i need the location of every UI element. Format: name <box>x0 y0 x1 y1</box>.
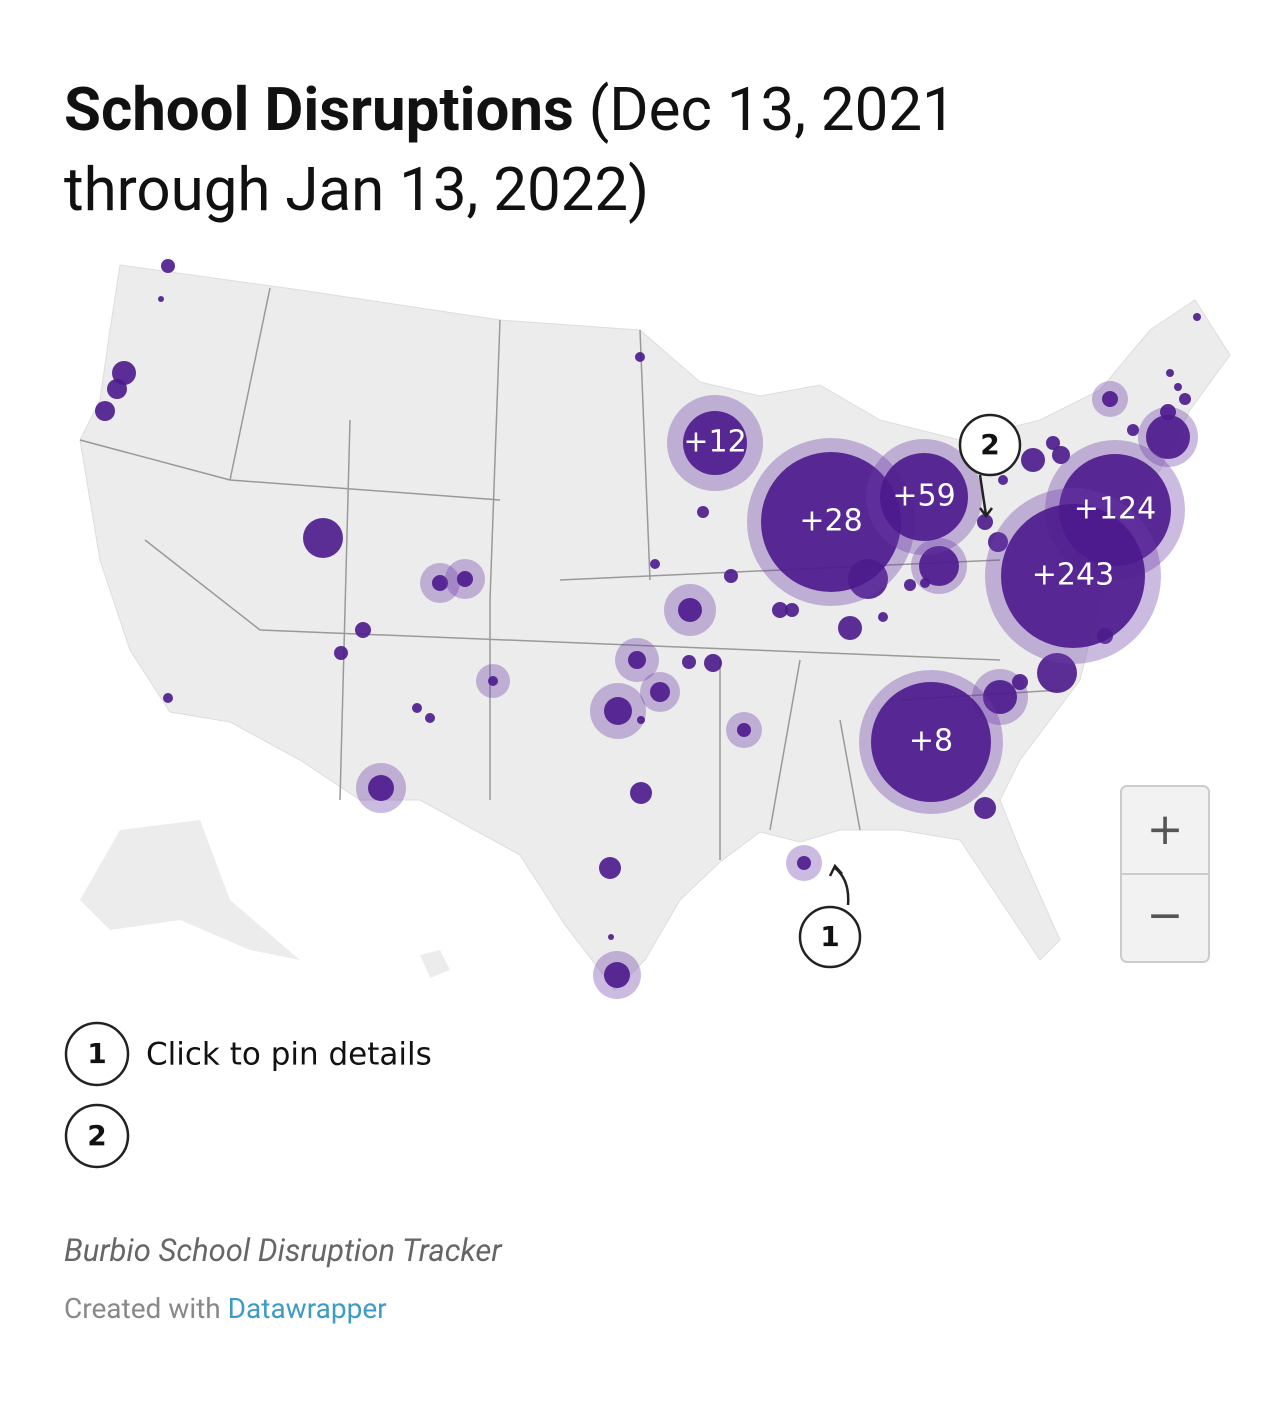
title-rest: (Dec 13, 2021 through Jan 13, 2022) <box>64 74 956 225</box>
school-dot[interactable] <box>628 651 646 669</box>
school-dot[interactable] <box>880 453 968 541</box>
school-dot[interactable] <box>334 646 348 660</box>
school-dot[interactable] <box>998 475 1008 485</box>
hawaii <box>420 950 450 978</box>
school-dot[interactable] <box>920 578 930 588</box>
school-dot[interactable] <box>977 514 993 530</box>
source: Burbio School Disruption Tracker <box>64 1232 502 1269</box>
markers-layer <box>95 259 1201 999</box>
school-dot[interactable] <box>412 703 422 713</box>
school-dot[interactable] <box>158 296 164 302</box>
school-dot[interactable] <box>1021 448 1045 472</box>
school-dot[interactable] <box>1146 415 1190 459</box>
school-dot[interactable] <box>1052 446 1070 464</box>
school-dot[interactable] <box>637 716 645 724</box>
zoom-control: + − <box>1120 785 1210 963</box>
school-dot[interactable] <box>604 697 632 725</box>
title-bold: School Disruptions <box>64 74 574 145</box>
zoom-in[interactable]: + <box>1147 804 1184 855</box>
school-dot[interactable] <box>303 518 343 558</box>
cluster-label[interactable]: +124 <box>1074 492 1156 527</box>
legend-number: 2 <box>87 1119 106 1152</box>
school-dot[interactable] <box>630 782 652 804</box>
school-dot[interactable] <box>772 602 788 618</box>
cluster-label[interactable]: +8 <box>909 724 953 759</box>
school-dot[interactable] <box>488 676 498 686</box>
credit-text: Created with <box>64 1292 221 1325</box>
credit: Created with Datawrapper <box>64 1292 387 1325</box>
us-outline <box>79 264 1231 991</box>
legend-number: 1 <box>87 1037 106 1070</box>
school-dot[interactable] <box>650 559 660 569</box>
school-dot[interactable] <box>678 598 702 622</box>
school-dot[interactable] <box>608 934 614 940</box>
school-dot[interactable] <box>919 546 959 586</box>
school-dot[interactable] <box>682 655 696 669</box>
school-dot[interactable] <box>1160 404 1176 420</box>
marker-arrow <box>978 474 993 519</box>
school-dot[interactable] <box>355 622 371 638</box>
school-dot[interactable] <box>1001 504 1145 648</box>
marker-number: 2 <box>980 428 999 461</box>
school-dot[interactable] <box>704 654 722 672</box>
legend-text: Click to pin details <box>146 1037 432 1073</box>
school-dot[interactable] <box>1127 424 1139 436</box>
cluster-label[interactable]: +28 <box>799 504 862 539</box>
school-dot[interactable] <box>425 713 435 723</box>
school-dot[interactable] <box>635 352 645 362</box>
school-dot[interactable] <box>650 682 670 702</box>
marker-number: 1 <box>820 920 839 953</box>
cluster-label[interactable]: +12 <box>683 425 746 460</box>
school-dot[interactable] <box>161 259 175 273</box>
school-dot[interactable] <box>1193 313 1201 321</box>
title: School Disruptions (Dec 13, 2021 through… <box>64 70 1064 230</box>
cluster-label[interactable]: +243 <box>1032 558 1114 593</box>
school-dot[interactable] <box>599 857 621 879</box>
school-dot[interactable] <box>1046 436 1060 450</box>
alaska <box>80 820 300 960</box>
school-dot[interactable] <box>871 682 991 802</box>
school-dot[interactable] <box>904 579 916 591</box>
marker-circle <box>958 413 1022 477</box>
marker-arrow <box>828 863 850 906</box>
school-dot[interactable] <box>737 723 751 737</box>
school-dot[interactable] <box>432 575 448 591</box>
school-dot[interactable] <box>1174 383 1182 391</box>
school-dot[interactable] <box>457 571 473 587</box>
school-dot[interactable] <box>163 693 173 703</box>
school-dot[interactable] <box>983 680 1017 714</box>
school-dot[interactable] <box>1166 369 1174 377</box>
school-dot[interactable] <box>838 616 862 640</box>
school-dot[interactable] <box>1012 674 1028 690</box>
school-dot[interactable] <box>1037 653 1077 693</box>
school-dot[interactable] <box>878 612 888 622</box>
school-dot[interactable] <box>785 603 799 617</box>
school-dot[interactable] <box>797 856 811 870</box>
state-borders <box>79 287 1061 860</box>
zoom-out[interactable]: − <box>1147 890 1184 941</box>
cluster-label[interactable]: +59 <box>892 479 955 514</box>
school-dot[interactable] <box>368 775 394 801</box>
school-dot[interactable] <box>761 452 901 592</box>
school-dot[interactable] <box>697 506 709 518</box>
map: +12 +28 +59 +124 +243 +8 1 2 + − 1 2 Cli… <box>64 259 1231 1169</box>
school-dot[interactable] <box>107 379 127 399</box>
credit-link[interactable]: Datawrapper <box>227 1292 387 1325</box>
school-dot[interactable] <box>95 401 115 421</box>
school-dot[interactable] <box>724 569 738 583</box>
legend-circle <box>64 1103 130 1169</box>
school-dot[interactable] <box>1102 391 1118 407</box>
school-dot[interactable] <box>604 962 630 988</box>
school-dot[interactable] <box>683 411 747 475</box>
legend-circle <box>64 1021 130 1087</box>
school-dot[interactable] <box>974 797 996 819</box>
school-dot[interactable] <box>112 361 136 385</box>
school-dot[interactable] <box>988 532 1008 552</box>
school-dot[interactable] <box>1179 393 1191 405</box>
marker-circle <box>798 905 862 969</box>
